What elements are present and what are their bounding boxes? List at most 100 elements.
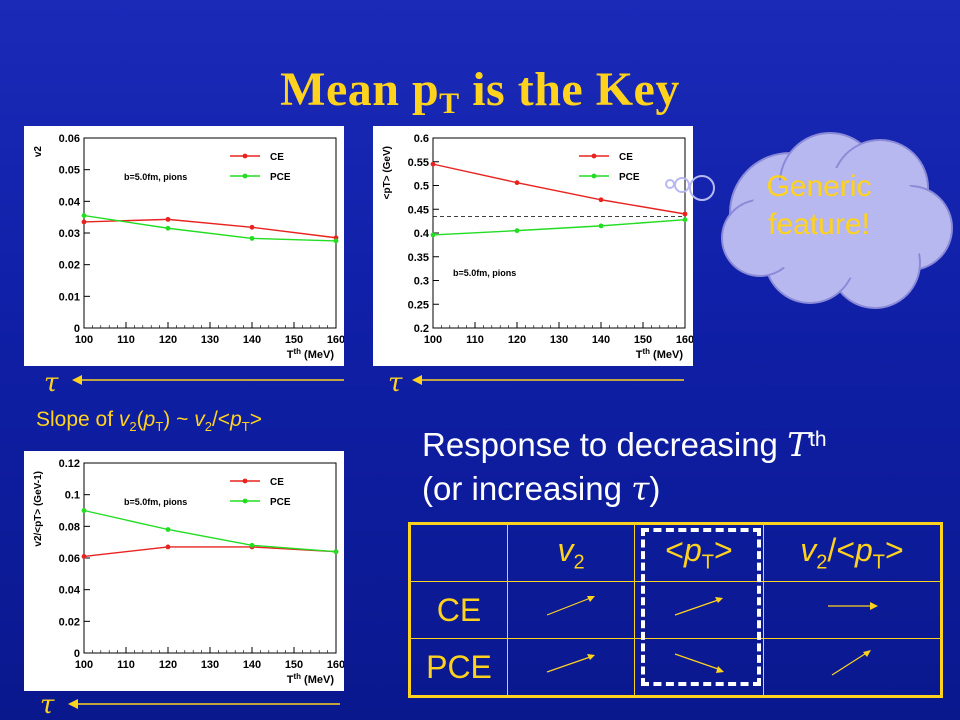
data-point-pce bbox=[333, 238, 339, 244]
response-table: v2 <pT> v2/<pT> CE PCE bbox=[408, 522, 943, 698]
title-main: Mean p bbox=[280, 63, 440, 116]
data-point-ce bbox=[249, 224, 255, 230]
header-v2-over-pt: v2/<pT> bbox=[763, 523, 942, 582]
data-point-ce bbox=[598, 197, 604, 203]
y-tick-label: 0.1 bbox=[65, 490, 80, 502]
arrow-up-right-icon bbox=[546, 654, 595, 673]
v2-over-pt-chart: 100 110 120 130 140 150 160 0 0.02 0.04 0.06 0.08 0.… bbox=[33, 458, 344, 686]
y-tick-label: 0.05 bbox=[59, 165, 80, 177]
tau-arrow-3 bbox=[68, 699, 340, 709]
legend-label: CE bbox=[270, 152, 284, 163]
tau-label-3: τ bbox=[40, 690, 55, 720]
arrow-right-icon bbox=[828, 602, 878, 610]
x-tick-label: 140 bbox=[592, 334, 610, 346]
data-point-ce bbox=[514, 180, 520, 186]
data-point-ce bbox=[165, 544, 171, 550]
y-axis-label: v2 bbox=[33, 146, 44, 158]
data-point-pce bbox=[249, 235, 255, 241]
y-tick-label: 0.02 bbox=[59, 260, 80, 272]
thought-cloud bbox=[665, 132, 953, 309]
tau-label-2: τ bbox=[388, 368, 403, 398]
x-tick-label: 130 bbox=[550, 334, 568, 346]
legend-label: PCE bbox=[270, 172, 291, 183]
x-tick-label: 150 bbox=[634, 334, 652, 346]
arrow-down-right-icon bbox=[674, 653, 724, 673]
x-tick-label: 110 bbox=[117, 334, 135, 346]
y-tick-label: 0.04 bbox=[59, 196, 81, 208]
x-tick-label: 100 bbox=[75, 334, 93, 346]
y-tick-label: 0.06 bbox=[59, 133, 80, 145]
pce-v2-trend-cell bbox=[507, 638, 635, 697]
x-tick-label: 130 bbox=[201, 334, 219, 346]
tau-arrow-1 bbox=[72, 375, 344, 385]
table-corner-cell bbox=[409, 523, 508, 582]
x-tick-label: 160 bbox=[327, 659, 344, 671]
y-tick-label: 0.03 bbox=[59, 228, 80, 240]
y-tick-label: 0.2 bbox=[414, 323, 429, 335]
series-line-pce bbox=[83, 214, 337, 242]
x-tick-label: 140 bbox=[243, 659, 261, 671]
response-heading: Response to decreasing Tth (or increasin… bbox=[422, 425, 827, 508]
data-point-ce bbox=[81, 554, 87, 559]
plot-frame bbox=[83, 462, 337, 654]
x-tick-label: 150 bbox=[285, 334, 303, 346]
data-point-pce bbox=[165, 225, 171, 231]
data-point-pce bbox=[333, 549, 339, 555]
series-line-ce bbox=[432, 163, 686, 215]
y-tick-label: 0.5 bbox=[414, 181, 429, 193]
x-tick-label: 120 bbox=[159, 659, 177, 671]
table-row: PCE bbox=[409, 638, 942, 697]
legend-marker bbox=[591, 153, 597, 159]
y-tick-label: 0.04 bbox=[59, 585, 81, 597]
x-tick-label: 160 bbox=[327, 334, 344, 346]
y-tick-label: 0.45 bbox=[408, 204, 429, 216]
x-axis-label: Tth (MeV) bbox=[287, 347, 335, 361]
chart-annotation: b=5.0fm, pions bbox=[453, 268, 516, 278]
data-point-pce bbox=[514, 228, 520, 234]
slope-caption: Slope of v2(pT) ~ v2/<pT> bbox=[36, 408, 262, 435]
x-tick-label: 110 bbox=[117, 659, 135, 671]
ce-ratio-trend-cell bbox=[763, 581, 942, 639]
y-tick-label: 0.06 bbox=[59, 553, 80, 565]
data-point-pce bbox=[81, 508, 87, 513]
x-tick-label: 150 bbox=[285, 659, 303, 671]
arrow-up-right-icon bbox=[546, 596, 595, 616]
tau-arrow-2 bbox=[412, 375, 684, 385]
x-tick-label: 120 bbox=[159, 334, 177, 346]
x-tick-label: 100 bbox=[424, 334, 442, 346]
v2-over-pt-chart-panel: 100 110 120 130 140 150 160 0 0.02 0.04 0.06 0.08 0.… bbox=[24, 451, 344, 691]
row-label-pce: PCE bbox=[409, 638, 508, 697]
x-tick-label: 110 bbox=[466, 334, 484, 346]
y-tick-label: 0.08 bbox=[59, 521, 80, 533]
y-tick-label: 0.4 bbox=[414, 228, 430, 240]
legend-marker bbox=[242, 173, 248, 179]
y-tick-label: 0.3 bbox=[414, 276, 429, 288]
y-tick-label: 0.01 bbox=[59, 291, 80, 303]
y-tick-label: 0.6 bbox=[414, 133, 429, 145]
series-line-pce bbox=[83, 509, 337, 553]
pce-pt-trend-cell bbox=[634, 638, 764, 697]
y-tick-label: 0.02 bbox=[59, 616, 80, 628]
arrow-up-right-icon bbox=[674, 597, 723, 616]
legend-marker bbox=[242, 498, 248, 504]
header-mean-pt: <pT> bbox=[634, 523, 764, 582]
y-axis-label: v2/<pT> (GeV-1) bbox=[33, 471, 44, 547]
series-line-ce bbox=[83, 546, 337, 558]
mean-pt-chart-panel: 100 110 120 130 140 150 160 0.2 0.25 0.3 0.35 0.4 0.… bbox=[373, 126, 693, 366]
ce-v2-trend-cell bbox=[507, 581, 635, 639]
header-v2: v2 bbox=[507, 523, 635, 582]
y-tick-label: 0 bbox=[74, 323, 80, 335]
data-point-pce bbox=[598, 223, 604, 229]
pce-ratio-trend-cell bbox=[763, 638, 942, 697]
data-point-pce bbox=[165, 527, 171, 532]
data-point-ce bbox=[430, 161, 436, 167]
x-tick-label: 130 bbox=[201, 659, 219, 671]
y-axis-label: <pT> (GeV) bbox=[382, 146, 393, 199]
x-tick-label: 120 bbox=[508, 334, 526, 346]
data-point-pce bbox=[430, 232, 436, 238]
x-tick-label: 100 bbox=[75, 659, 93, 671]
data-point-pce bbox=[249, 542, 255, 548]
cloud-text: Generic feature! bbox=[766, 170, 872, 241]
v2-chart-panel: 100 110 120 130 140 150 160 0 0.01 0.02 0.03 0.04 0.… bbox=[24, 126, 344, 366]
row-label-ce: CE bbox=[409, 581, 508, 639]
